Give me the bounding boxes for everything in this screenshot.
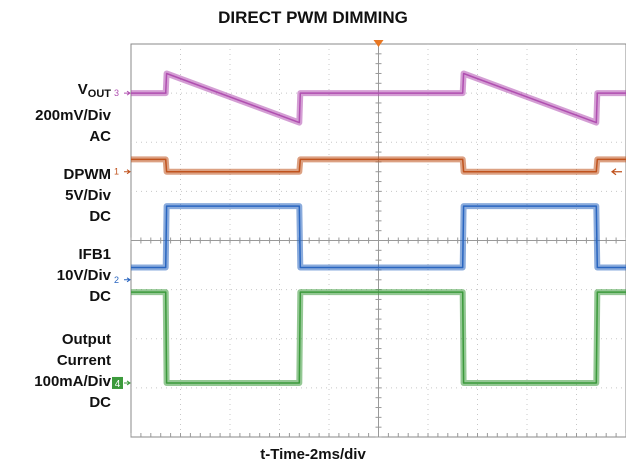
channel-marker-arrow-icon xyxy=(124,277,131,283)
channel-marker-arrow-icon xyxy=(124,380,131,386)
ifb1-coupling: DC xyxy=(89,288,111,305)
channel-marker-label-1: 1 xyxy=(114,167,119,177)
channel-label-ifb1: IFB1 10V/Div DC xyxy=(57,244,111,307)
channel-marker-arrow-icon xyxy=(124,90,131,96)
x-axis-label: t-Time-2ms/div xyxy=(260,446,366,463)
trigger-level-arrow-icon xyxy=(611,168,622,176)
channel-label-dpwm: DPWM 5V/Div DC xyxy=(64,164,112,227)
channel-marker-label-2: 2 xyxy=(114,275,119,285)
ifb1-name: IFB1 xyxy=(78,246,111,263)
output-current-scale: 100mA/Div xyxy=(34,373,111,390)
trace-2 xyxy=(131,205,626,269)
trace-1 xyxy=(131,158,626,173)
ifb1-scale: 10V/Div xyxy=(56,267,111,284)
output-current-name: Output xyxy=(61,331,111,348)
output-current-coupling: DC xyxy=(89,394,111,411)
vout-scale: 200mV/Div xyxy=(35,107,111,124)
channel-marker-label-3: 3 xyxy=(114,88,119,98)
trace-3 xyxy=(131,72,626,124)
channel-label-vout: VOUT 200mV/Div AC xyxy=(35,79,111,147)
trigger-marker-icon xyxy=(373,40,384,47)
dpwm-coupling: DC xyxy=(89,208,111,225)
dpwm-scale: 5V/Div xyxy=(65,187,111,204)
trace-4 xyxy=(131,291,626,384)
channel-marker-arrow-icon xyxy=(124,169,131,175)
dpwm-name: DPWM xyxy=(63,166,112,183)
vout-name: V xyxy=(77,81,88,98)
vout-coupling: AC xyxy=(89,128,111,145)
chart-title: DIRECT PWM DIMMING xyxy=(218,8,408,27)
vout-subscript: OUT xyxy=(87,88,111,100)
channel-marker-label-4: 4 xyxy=(115,379,121,390)
channel-label-output-current: Output Current 100mA/Div DC xyxy=(34,329,111,413)
channel-marker-box-4 xyxy=(112,376,123,389)
output-current-name2: Current xyxy=(56,352,111,369)
